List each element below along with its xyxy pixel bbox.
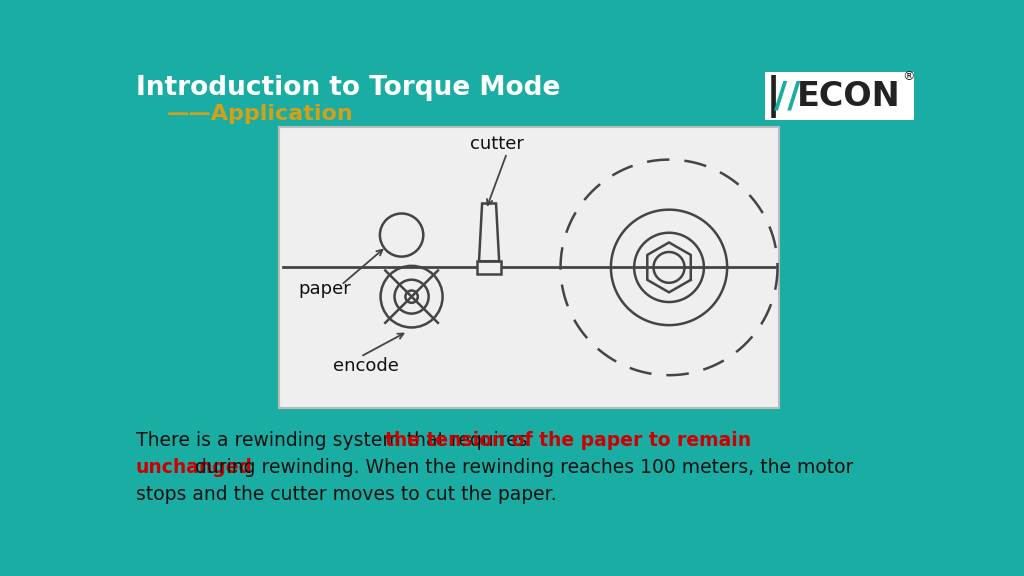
Text: encode: encode — [334, 357, 399, 375]
Bar — [280, 127, 779, 408]
Text: the tension of the paper to remain: the tension of the paper to remain — [385, 431, 751, 450]
Text: Introduction to Torque Mode: Introduction to Torque Mode — [136, 75, 560, 101]
Text: ®: ® — [902, 70, 914, 84]
Text: paper: paper — [299, 280, 351, 298]
Text: during rewinding. When the rewinding reaches 100 meters, the motor: during rewinding. When the rewinding rea… — [189, 458, 853, 477]
Bar — [765, 72, 913, 120]
Text: //: // — [774, 79, 801, 113]
Text: unchanged: unchanged — [136, 458, 253, 477]
Bar — [477, 262, 502, 274]
Text: stops and the cutter moves to cut the paper.: stops and the cutter moves to cut the pa… — [136, 485, 556, 504]
Text: |: | — [766, 74, 781, 118]
Text: There is a rewinding system that requires: There is a rewinding system that require… — [136, 431, 534, 450]
Text: ECON: ECON — [797, 79, 901, 112]
Text: ——Application: ——Application — [167, 104, 353, 124]
Text: cutter: cutter — [470, 135, 523, 153]
